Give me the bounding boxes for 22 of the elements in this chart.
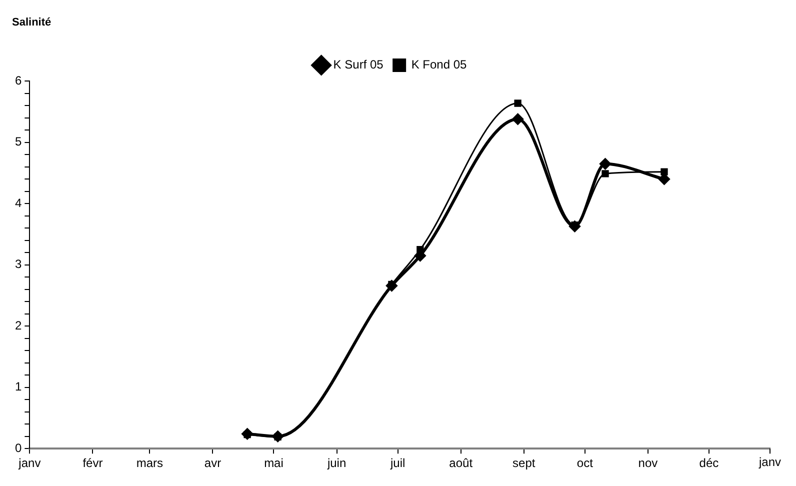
y-tick-label: 5	[14, 134, 22, 149]
x-tick-label: août	[449, 456, 474, 470]
x-tick-label: janv	[18, 456, 41, 470]
x-tick-label: juin	[326, 456, 346, 470]
x-tick-label: mars	[136, 456, 164, 470]
x-tick-label: mai	[264, 456, 284, 470]
x-tick-label: sept	[512, 456, 536, 470]
legend-label: K Fond 05	[411, 58, 468, 72]
y-tick-label: 3	[14, 257, 22, 272]
y-tick-label: 2	[14, 318, 22, 332]
y-tick-label: 6	[14, 74, 22, 88]
x-tick-label: déc	[699, 456, 719, 470]
x-tick-label: févr	[82, 456, 103, 470]
legend-label: K Surf 05	[333, 58, 384, 72]
x-tick-label: nov	[638, 456, 658, 470]
y-tick-label: 1	[14, 380, 22, 394]
chart-title: Salinité	[12, 16, 52, 29]
x-tick-label: avr	[204, 456, 222, 470]
x-tick-label: oct	[576, 456, 594, 470]
x-tick-label: juil	[389, 456, 406, 470]
y-tick-label: 4	[14, 196, 22, 210]
y-tick-label: 0	[14, 440, 22, 455]
